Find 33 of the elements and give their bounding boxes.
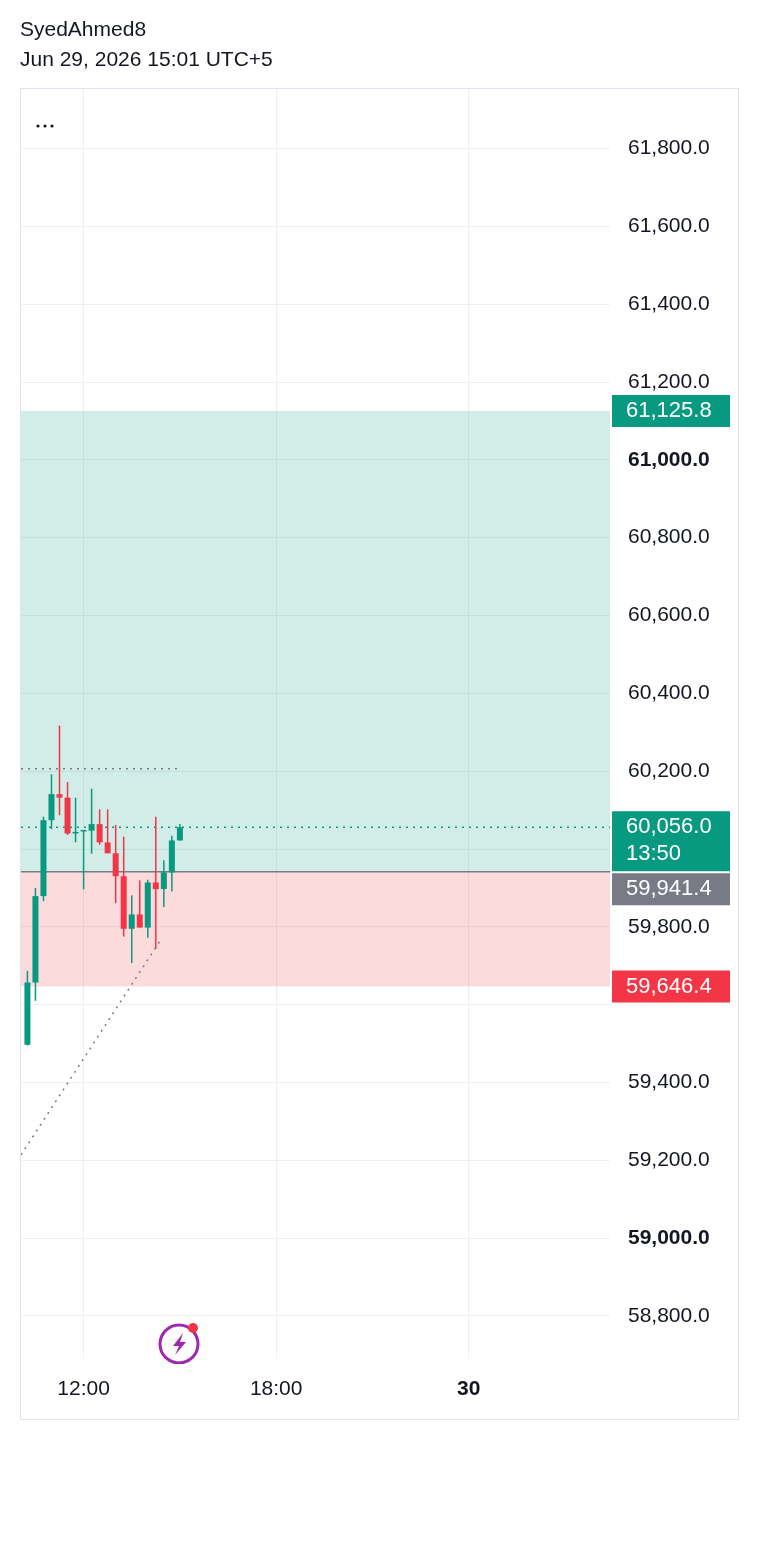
candlestick bbox=[104, 808, 111, 855]
y-tick-label: 59,800.0 bbox=[628, 913, 710, 937]
candlestick bbox=[160, 859, 167, 908]
candlestick bbox=[136, 879, 143, 929]
candlestick bbox=[88, 787, 95, 855]
chart-title: SyedAhmed8 bbox=[20, 16, 148, 42]
y-tick-label: 60,800.0 bbox=[628, 524, 710, 548]
y-tick-label: 60,200.0 bbox=[628, 757, 710, 781]
x-tick-label: 12:00 bbox=[57, 1376, 110, 1400]
y-tick-label: 59,000.0 bbox=[628, 1224, 710, 1248]
candlestick bbox=[96, 808, 103, 846]
candlestick bbox=[112, 824, 119, 904]
band-label: 59,646.4 bbox=[626, 972, 712, 998]
y-tick-label: 60,600.0 bbox=[628, 602, 710, 626]
y-tick-label: 61,600.0 bbox=[628, 213, 710, 237]
y-tick-label: 61,800.0 bbox=[628, 135, 710, 159]
text: 13:50 bbox=[626, 840, 682, 866]
y-tick-label: 61,200.0 bbox=[628, 368, 710, 392]
chart-subtitle: Jun 29, 2026 15:01 UTC+5 bbox=[20, 46, 273, 72]
y-tick-label: 59,400.0 bbox=[628, 1069, 710, 1093]
ref-line-label: 59,941.4 bbox=[626, 875, 712, 901]
y-tick-label: 61,400.0 bbox=[628, 291, 710, 314]
candlestick bbox=[56, 724, 63, 816]
x-tick-label: 18:00 bbox=[249, 1376, 303, 1400]
band-label: 61,125.8 bbox=[626, 396, 712, 422]
x-tick-label: 30 bbox=[457, 1376, 481, 1400]
candlestick bbox=[152, 815, 159, 950]
candlestick bbox=[128, 894, 135, 964]
y-tick-label: 58,800.0 bbox=[628, 1302, 710, 1326]
ref-line-label: 60,056.0 bbox=[626, 813, 712, 839]
y-tick-label: 60,400.0 bbox=[628, 680, 710, 704]
y-tick-label: 61,000.0 bbox=[628, 446, 710, 470]
y-tick-label: 59,200.0 bbox=[628, 1147, 710, 1171]
